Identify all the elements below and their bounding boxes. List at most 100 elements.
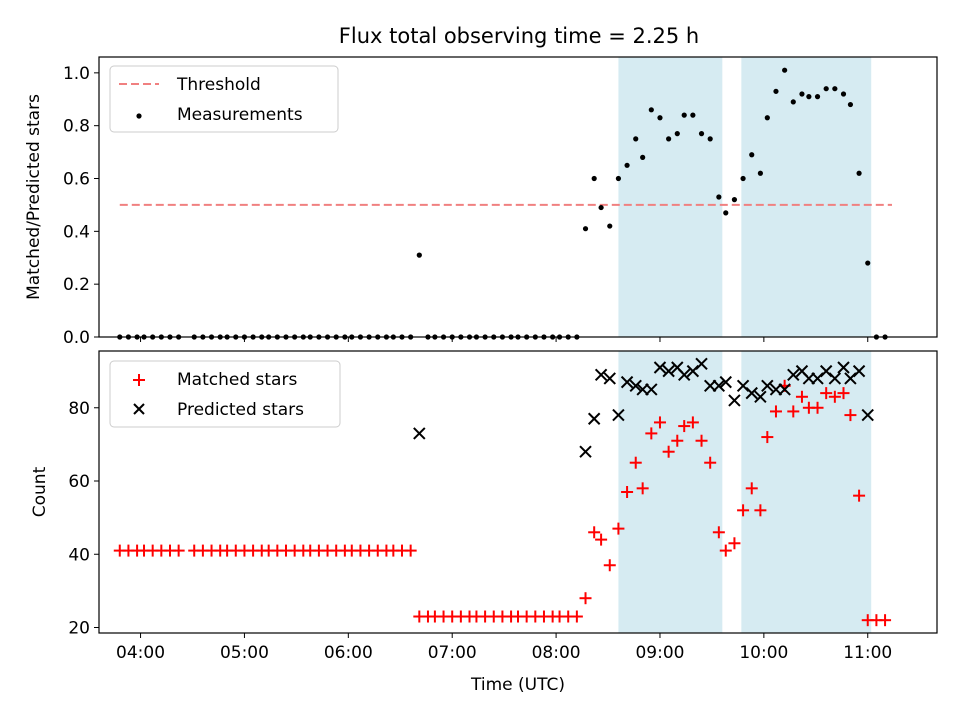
- top-panel-frame: [98, 56, 938, 338]
- matched-star-point: [769, 405, 782, 418]
- predicted-star-point: [603, 372, 616, 385]
- y-tick-label: 60: [68, 472, 90, 492]
- measurement-point: [749, 152, 755, 158]
- measurement-point: [607, 223, 613, 229]
- matched-star-point: [603, 559, 616, 572]
- y-tick-label: 20: [68, 619, 90, 639]
- matched-star-point: [579, 592, 592, 605]
- predicted-star-point: [837, 361, 850, 374]
- matched-star-point: [837, 387, 850, 400]
- y-tick-label: 0.0: [63, 328, 90, 348]
- bottom-y-axis-ticks: 20 40 60 80: [68, 399, 99, 639]
- x-tick-label: 08:00: [532, 643, 581, 663]
- matched-star-point: [795, 390, 808, 403]
- measurement-point: [806, 94, 812, 100]
- predicted-star-point: [719, 375, 732, 389]
- shaded-interval-2: [741, 57, 872, 337]
- matched-star-point: [653, 416, 666, 429]
- predicted-star-point: [712, 379, 726, 392]
- matched-star-point: [570, 610, 583, 623]
- measurement-point: [698, 131, 705, 137]
- bottom-y-axis-label: Count: [30, 466, 50, 517]
- matched-stars-series: [113, 379, 892, 627]
- predicted-star-point: [653, 361, 667, 374]
- matched-star-point: [719, 544, 732, 557]
- top-legend: Threshold Measurements: [109, 65, 339, 133]
- legend-measurements-swatch: [136, 113, 142, 119]
- measurement-point: [681, 112, 687, 118]
- measurement-point: [648, 107, 654, 113]
- legend-threshold-label: Threshold: [176, 75, 261, 95]
- predicted-star-point: [745, 386, 758, 400]
- matched-star-point: [879, 614, 892, 627]
- measurement-point: [582, 226, 589, 232]
- predicted-star-point: [787, 368, 800, 382]
- measurements-series: [117, 67, 888, 340]
- measurement-point: [856, 170, 862, 176]
- bottom-panel-frame: [98, 350, 938, 634]
- measurement-point: [657, 115, 663, 121]
- y-tick-label: 80: [68, 399, 90, 419]
- top-shaded-intervals: [618, 57, 872, 337]
- bottom-panel: 20 40 60 80 04:00 05:00 06:00 07:00 08:00 09:00 1…: [30, 350, 938, 695]
- measurement-point: [690, 112, 696, 118]
- measurement-point: [865, 260, 871, 266]
- measurement-point: [716, 194, 722, 200]
- predicted-star-point: [778, 383, 791, 396]
- top-y-axis-label: Matched/Predicted stars: [24, 94, 44, 300]
- measurement-point: [832, 86, 838, 92]
- matched-star-point: [712, 526, 725, 539]
- matched-star-point: [629, 456, 642, 469]
- measurement-point: [624, 162, 630, 168]
- x-tick-label: 07:00: [428, 643, 477, 663]
- matched-star-point: [737, 504, 750, 517]
- predicted-star-point: [852, 364, 866, 378]
- predicted-star-point: [754, 390, 767, 403]
- matched-star-point: [404, 544, 417, 557]
- matched-star-point: [811, 401, 824, 414]
- top-panel: 0.0 0.2 0.4 0.6 0.8 1.0 Matched/Predicted sta…: [24, 56, 938, 348]
- matched-star-point: [728, 537, 741, 550]
- measurement-point: [799, 91, 805, 97]
- measurement-point: [731, 197, 738, 203]
- matched-star-point: [621, 486, 634, 498]
- matched-star-point: [695, 434, 708, 447]
- measurement-point: [666, 136, 672, 142]
- predicted-star-point: [587, 412, 601, 425]
- predicted-stars-series: [413, 357, 874, 458]
- y-tick-label: 0.8: [63, 117, 90, 137]
- measurement-point: [674, 131, 680, 137]
- predicted-star-point: [728, 394, 741, 407]
- measurement-point: [640, 154, 646, 160]
- legend-measurements-label: Measurements: [177, 105, 303, 125]
- x-tick-label: 04:00: [116, 643, 165, 663]
- measurement-point: [598, 204, 604, 211]
- matched-star-point: [828, 390, 841, 403]
- legend-matched-label: Matched stars: [177, 370, 297, 390]
- predicted-star-point: [828, 372, 842, 385]
- matched-star-point: [745, 482, 758, 495]
- legend-predicted-swatch: [133, 403, 145, 415]
- predicted-star-point: [594, 368, 608, 382]
- bottom-legend: Matched stars Predicted stars: [109, 360, 341, 428]
- matched-star-point: [853, 489, 866, 502]
- y-tick-label: 0.6: [63, 170, 90, 190]
- matched-star-point: [662, 445, 675, 458]
- matched-star-point: [172, 544, 185, 557]
- predicted-star-point: [629, 379, 642, 392]
- matched-star-point: [787, 405, 800, 418]
- bottom-x-axis-ticks: 04:00 05:00 06:00 07:00 08:00 09:00 10:00 11:00: [116, 633, 892, 663]
- y-tick-label: 40: [68, 545, 90, 565]
- top-legend-box: [109, 65, 339, 133]
- matched-star-point: [595, 533, 608, 546]
- y-tick-label: 0.2: [63, 275, 90, 295]
- measurement-point: [740, 175, 746, 182]
- predicted-star-point: [761, 379, 774, 392]
- measurement-point: [416, 252, 422, 258]
- shaded-interval-1: [618, 351, 723, 633]
- measurement-point: [840, 91, 847, 97]
- predicted-star-point: [579, 445, 592, 458]
- matched-star-point: [645, 427, 658, 440]
- matched-star-point: [588, 526, 601, 539]
- predicted-star-point: [612, 408, 625, 422]
